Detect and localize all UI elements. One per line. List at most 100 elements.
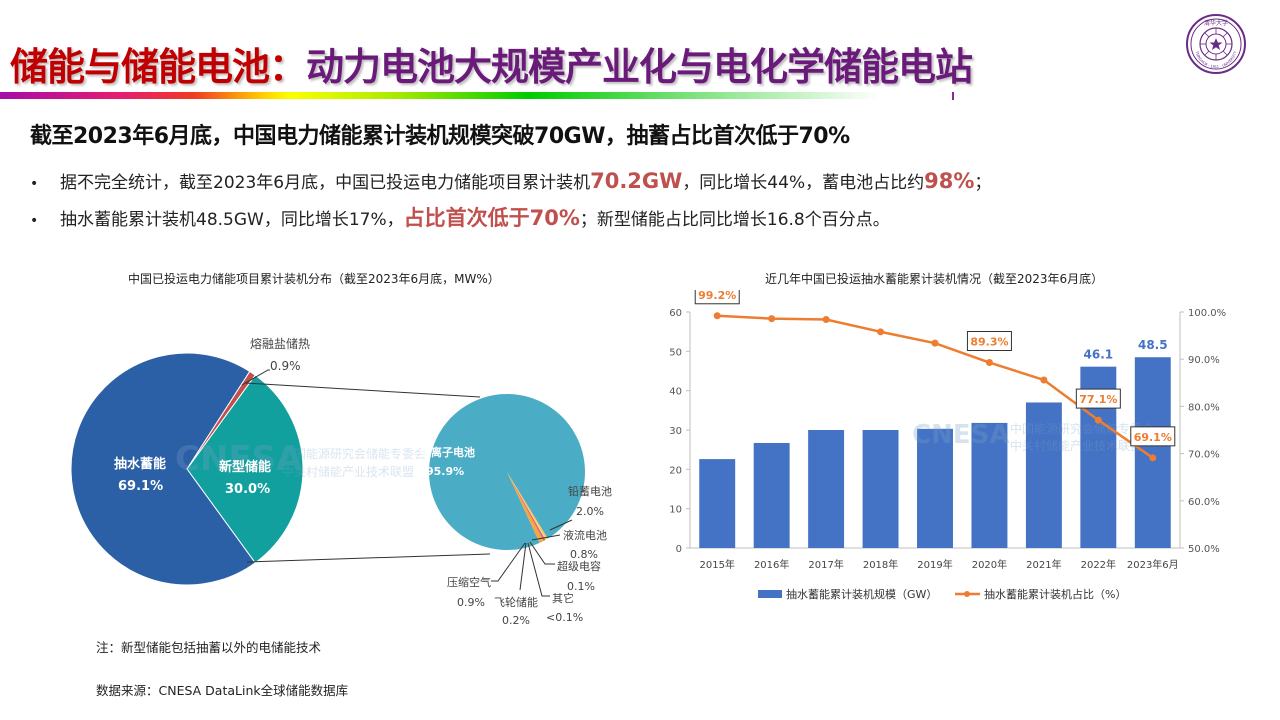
slice-value-other: <0.1% — [546, 611, 583, 624]
line-data-label-box — [1130, 426, 1176, 447]
highlight-capacity: 70.2GW — [590, 169, 683, 193]
line-data-label: 99.2% — [698, 290, 736, 302]
line-point — [1149, 454, 1157, 462]
footnote-note: 注：新型储能包括抽蓄以外的电储能技术 — [96, 640, 322, 655]
line-point — [768, 315, 776, 323]
x-tick-label: 2018年 — [863, 558, 898, 571]
slice-value-new-storage: 30.0% — [225, 482, 270, 497]
slice-label-other: 其它 — [552, 591, 574, 605]
line-series: 99.2% 89.3% 77.1% 69.1% — [694, 290, 1176, 462]
pie-slice — [507, 472, 544, 543]
pie-connectors — [241, 369, 573, 597]
watermark: CNESA 中国能源研究会储能专委会 中关村储能产业技术联盟 — [175, 439, 426, 479]
slice-label-new-storage: 新型储能 — [219, 459, 271, 475]
bar — [699, 459, 736, 548]
bar-chart-title: 近几年中国已投运抽水蓄能累计装机情况（截至2023年6月底） — [765, 272, 1104, 286]
x-tick-label: 2021年 — [1026, 558, 1061, 571]
line-point — [985, 359, 993, 367]
slice-label-lead-acid: 铅蓄电池 — [568, 484, 612, 498]
highlight-share: 占比首次低于70% — [403, 206, 580, 230]
line-data-label: 69.1% — [1134, 431, 1172, 444]
bar-line-chart: 0 10 20 30 40 50 60 50.0% 60.0% 70.0% 80.0% 90.0% 10… — [669, 290, 1226, 601]
highlight-battery-share: 98% — [924, 169, 975, 193]
pie-chart: CNESA 中国能源研究会储能专委会 中关村储能产业技术联盟 抽水蓄能 69.1… — [70, 336, 612, 627]
watermark-brand: CNESA — [175, 439, 303, 479]
bullet-text: ，同比增长44%，蓄电池占比约 — [682, 173, 925, 193]
divider-tick — [952, 92, 954, 100]
page-title-part2: 动力电池大规模产业化与电化学储能电站 — [306, 45, 973, 89]
bullet-dot: • — [30, 213, 39, 229]
line-point — [713, 312, 721, 320]
slice-label-molten-salt: 熔融盐储热 — [250, 336, 310, 351]
y-tick-label-left: 30 — [669, 426, 682, 437]
x-tick-label: 2020年 — [972, 558, 1007, 571]
pie-connector-line — [244, 382, 481, 398]
bar-data-label: 48.5 — [1138, 338, 1168, 352]
footnote-source: 数据来源：CNESA DataLink全球储能数据库 — [96, 683, 349, 698]
slice-value-lead-acid: 2.0% — [576, 505, 604, 518]
watermark-line2: 中关村储能产业技术联盟 — [1010, 438, 1142, 453]
pie-connector-line — [531, 534, 561, 541]
pie-slice — [507, 472, 546, 540]
pie-connector-line — [527, 542, 550, 597]
line-data-label-box — [1075, 388, 1121, 409]
bar — [917, 428, 953, 548]
pie-chart-title: 中国已投运电力储能项目累计装机分布（截至2023年6月底，MW%） — [128, 272, 500, 286]
bar — [971, 422, 1008, 548]
y-tick-label-right: 50.0% — [1188, 544, 1220, 555]
watermark-brand: CNESA — [912, 420, 1009, 450]
pie-connector-line — [549, 519, 573, 531]
slice-value-flow-battery: 0.8% — [570, 548, 598, 561]
y-tick-label-left: 40 — [669, 387, 682, 398]
y-tick-label-left: 50 — [669, 347, 682, 358]
slice-label-pumped-hydro: 抽水蓄能 — [114, 456, 166, 472]
line-data-label: 89.3% — [970, 336, 1008, 349]
legend-swatch-bar — [758, 590, 782, 598]
legend-label-line: 抽水蓄能累计装机占比（%） — [984, 587, 1126, 601]
y-tick-label-left: 10 — [669, 505, 682, 516]
pie-connector-line — [246, 553, 491, 563]
page-title: 储能与储能电池：动力电池大规模产业化与电化学储能电站 — [10, 36, 973, 91]
chart-legend: 抽水蓄能累计装机规模（GW） 抽水蓄能累计装机占比（%） — [758, 587, 1126, 601]
bar — [753, 442, 790, 548]
pie-connector-line — [529, 541, 555, 565]
bullet-text: ；新型储能占比同比增长16.8个百分点。 — [579, 210, 890, 230]
pie-slice — [70, 352, 256, 586]
bar — [1025, 402, 1062, 548]
y-tick-label-right: 80.0% — [1188, 402, 1220, 413]
pie-slice — [507, 472, 546, 540]
line-data-label-box — [966, 331, 1012, 352]
line-point — [822, 316, 830, 324]
x-tick-label: 2023年6月 — [1127, 558, 1179, 571]
line-point — [931, 339, 939, 347]
main-pie — [70, 352, 304, 586]
y-tick-label-right: 90.0% — [1188, 355, 1220, 366]
y-tick-label-right: 70.0% — [1188, 450, 1220, 461]
pie-connector-line — [491, 542, 526, 582]
slice-value-supercapacitor: 0.1% — [567, 580, 595, 593]
y-tick-label-right: 100.0% — [1188, 308, 1226, 319]
section-heading: 截至2023年6月底，中国电力储能累计装机规模突破70GW，抽蓄占比首次低于70… — [30, 124, 850, 149]
bullet-dot: • — [30, 176, 39, 192]
page-title-part1: 储能与储能电池： — [10, 45, 307, 89]
university-seal-logo: 清华大学 TSINGHUA · 1911 · UNIVERSITY — [1186, 14, 1246, 74]
pie-slice — [507, 472, 546, 541]
line-point — [1094, 416, 1102, 424]
bullet-text: 抽水蓄能累计装机48.5GW，同比增长17%， — [60, 210, 404, 230]
chart-axes: 0 10 20 30 40 50 60 50.0% 60.0% 70.0% 80.0% 90.0% 10… — [669, 308, 1226, 571]
y-tick-label-left: 20 — [669, 465, 682, 476]
pie-slice — [507, 472, 547, 540]
pie-connector-line — [241, 369, 270, 386]
slice-value-compressed-air: 0.9% — [457, 596, 485, 609]
watermark-line1: 中国能源研究会储能专委会 — [282, 446, 426, 461]
slice-value-molten-salt: 0.9% — [270, 359, 301, 373]
slice-value-li-ion: 95.9% — [426, 465, 464, 478]
legend-swatch-marker — [964, 591, 970, 597]
bar — [1134, 357, 1171, 548]
pie-labels: 抽水蓄能 69.1% 新型储能 30.0% 熔融盐储热 0.9% 锂离子电池 9… — [114, 336, 612, 627]
line-point — [1040, 376, 1048, 384]
pie-slice — [429, 393, 586, 550]
breakdown-pie — [429, 393, 586, 550]
y-tick-label-right: 60.0% — [1188, 497, 1220, 508]
pie-slice — [507, 472, 548, 540]
